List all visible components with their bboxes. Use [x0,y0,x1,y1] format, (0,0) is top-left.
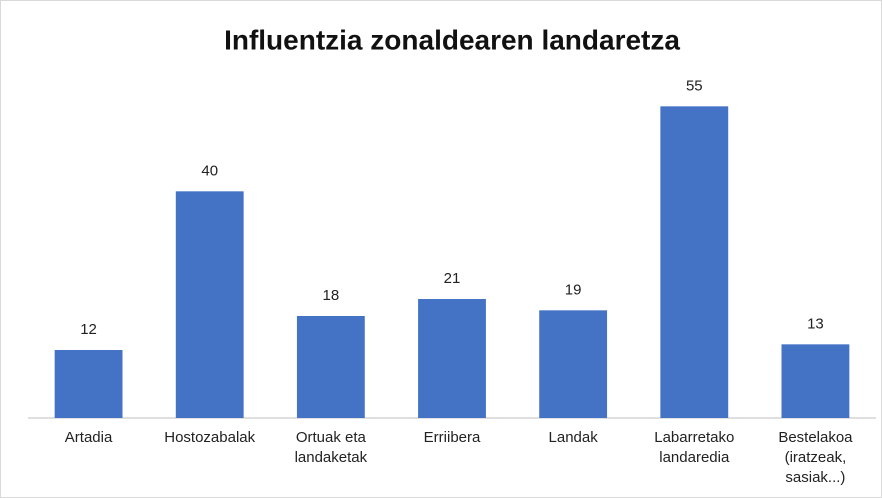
chart-title: Influentzia zonaldearen landaretza [224,24,680,55]
data-label: 19 [565,281,582,298]
bar [539,310,608,418]
data-label: 13 [807,315,824,332]
bar [175,191,244,418]
x-tick-label: Hostozabalak [164,429,256,446]
data-label: 21 [444,270,461,287]
data-label: 40 [201,162,218,179]
data-label: 12 [80,321,97,338]
bar [418,299,486,418]
x-tick-label: Landak [548,429,598,446]
x-tick-label: Bestelakoa (iratzeak, sasiak...) [778,429,853,486]
x-tick-label: Labarretako landaredia [654,429,735,466]
data-label: 55 [686,77,703,94]
x-tick-label: Artadia [64,429,113,446]
data-label: 18 [323,287,340,304]
x-tick-label: Ortuak eta landaketak [294,429,368,466]
bar [781,344,850,418]
bar [660,106,729,418]
bar [54,350,123,418]
x-tick-label: Erriibera [423,429,481,446]
bar [296,316,365,418]
